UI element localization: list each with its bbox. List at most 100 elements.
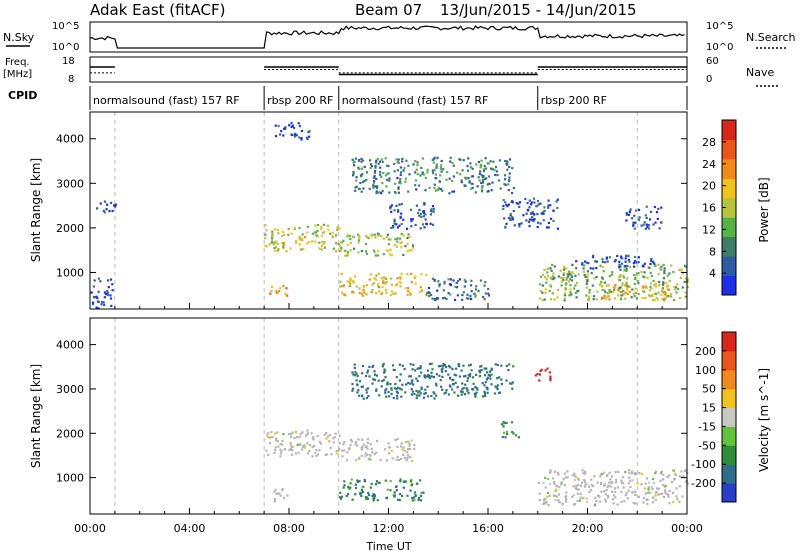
- echo-cell: [622, 482, 625, 485]
- echo-cell: [363, 165, 366, 168]
- echo-cell: [554, 488, 557, 491]
- echo-cell: [448, 376, 452, 379]
- echo-cell: [625, 219, 628, 222]
- echo-cell: [283, 233, 286, 236]
- echo-cell: [420, 491, 423, 494]
- echo-cell: [388, 238, 391, 241]
- echo-cell: [643, 221, 646, 224]
- echo-cell: [352, 161, 355, 164]
- echo-cell: [283, 127, 286, 130]
- echo-cell: [306, 433, 309, 436]
- echo-cell: [502, 199, 505, 202]
- echo-cell: [428, 377, 432, 380]
- echo-cell: [456, 386, 459, 389]
- echo-cell: [344, 294, 347, 297]
- echo-cell: [381, 291, 384, 294]
- echo-cell: [538, 379, 541, 382]
- echo-cell: [288, 448, 291, 451]
- echo-cell: [475, 373, 478, 376]
- echo-cell: [400, 272, 403, 275]
- echo-cell: [395, 283, 399, 286]
- echo-cell: [396, 240, 399, 243]
- echo-cell: [349, 249, 352, 252]
- echo-cell: [394, 182, 397, 185]
- echo-cell: [358, 380, 362, 383]
- echo-cell: [441, 388, 444, 391]
- echo-cell: [481, 185, 484, 188]
- echo-cell: [532, 213, 535, 216]
- echo-cell: [539, 275, 543, 278]
- echo-cell: [660, 470, 663, 474]
- echo-cell: [298, 125, 301, 128]
- echo-cell: [602, 270, 605, 273]
- echo-cell: [377, 250, 380, 253]
- echo-cell: [400, 202, 404, 206]
- echo-cell: [590, 272, 593, 275]
- echo-cell: [358, 235, 361, 238]
- echo-cell: [623, 265, 626, 268]
- echo-cell: [413, 499, 416, 502]
- echo-cell: [470, 297, 473, 300]
- echo-cell: [335, 242, 338, 245]
- echo-cell: [580, 481, 584, 484]
- echo-cell: [389, 489, 392, 492]
- echo-cell: [276, 431, 279, 434]
- echo-cell: [392, 396, 395, 400]
- echo-cell: [466, 297, 469, 300]
- echo-cell: [562, 277, 565, 280]
- echo-cell: [491, 168, 494, 171]
- echo-cell: [651, 488, 654, 491]
- echo-cell: [387, 391, 390, 394]
- echo-cell: [657, 291, 660, 294]
- echo-cell: [591, 284, 594, 287]
- echo-cell: [310, 432, 313, 435]
- echo-cell: [350, 440, 354, 443]
- echo-cell: [626, 293, 629, 296]
- echo-cell: [383, 448, 387, 451]
- echo-cell: [97, 290, 100, 293]
- echo-cell: [273, 243, 276, 246]
- echo-cell: [320, 227, 323, 230]
- echo-cell: [297, 451, 300, 454]
- echo-cell: [300, 130, 303, 133]
- echo-cell: [403, 167, 406, 170]
- echo-cell: [658, 280, 661, 284]
- echo-cell: [536, 221, 540, 224]
- echo-cell: [352, 373, 355, 376]
- echo-cell: [400, 395, 403, 398]
- echo-cell: [362, 289, 365, 292]
- echo-cell: [604, 296, 607, 299]
- echo-cell: [662, 263, 665, 266]
- echo-cell: [511, 216, 514, 219]
- echo-cell: [264, 233, 267, 236]
- echo-cell: [476, 185, 479, 188]
- echo-cell: [382, 237, 385, 240]
- echo-cell: [495, 386, 498, 389]
- echo-cell: [560, 276, 563, 279]
- echo-cell: [409, 363, 412, 366]
- echo-cell: [604, 493, 607, 496]
- echo-cell: [396, 237, 399, 240]
- echo-cell: [308, 444, 312, 447]
- echo-cell: [628, 290, 631, 293]
- echo-cell: [383, 370, 387, 373]
- echo-cell: [598, 496, 601, 499]
- echo-cell: [385, 249, 388, 252]
- echo-cell: [611, 270, 614, 274]
- echo-cell: [504, 225, 507, 228]
- echo-cell: [280, 130, 283, 133]
- echo-cell: [384, 288, 387, 291]
- echo-cell: [517, 436, 520, 439]
- echo-cell: [415, 482, 418, 485]
- echo-cell: [108, 210, 111, 213]
- echo-cell: [301, 431, 304, 434]
- echo-cell: [324, 453, 327, 456]
- echo-cell: [276, 292, 279, 295]
- echo-cell: [360, 160, 363, 163]
- echo-cell: [380, 192, 383, 195]
- echo-cell: [395, 390, 398, 393]
- echo-cell: [111, 289, 114, 292]
- echo-cell: [390, 392, 393, 395]
- echo-cell: [383, 371, 386, 374]
- echo-cell: [612, 290, 615, 293]
